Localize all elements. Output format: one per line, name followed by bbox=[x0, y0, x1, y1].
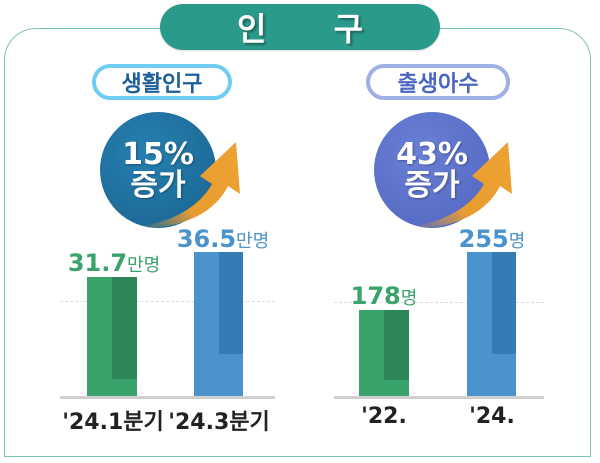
right-baseline bbox=[334, 396, 544, 399]
right-gridline bbox=[334, 302, 544, 303]
left-increase-pct: 15% bbox=[122, 136, 194, 172]
right-panel-label: 출생아수 bbox=[366, 64, 510, 100]
right-panel-label-text: 출생아수 bbox=[397, 72, 479, 97]
left-panel-label-text: 생활인구 bbox=[121, 72, 203, 97]
bar-right-2 bbox=[467, 252, 516, 397]
right-increase-pct: 43% bbox=[396, 136, 468, 172]
up-arrow-icon bbox=[414, 142, 512, 228]
section-title-text: 인 구 bbox=[236, 10, 392, 48]
bar-left-1 bbox=[87, 277, 137, 397]
bar-left-1-value: 31.7만명 bbox=[67, 249, 161, 277]
left-xlabel-2: '24.3분기 bbox=[168, 410, 270, 435]
left-gridline bbox=[60, 301, 275, 302]
right-xlabel-2: '24. bbox=[469, 404, 515, 429]
section-title: 인 구 bbox=[160, 4, 440, 50]
left-panel-label: 생활인구 bbox=[92, 64, 232, 100]
right-increase-word: 증가 bbox=[404, 168, 460, 203]
up-arrow-icon bbox=[142, 142, 240, 228]
bar-left-2 bbox=[194, 252, 243, 397]
bar-left-2-value: 36.5만명 bbox=[176, 225, 270, 253]
right-xlabel-1: '22. bbox=[361, 404, 407, 429]
left-xlabel-1: '24.1분기 bbox=[62, 410, 164, 435]
left-baseline bbox=[60, 396, 275, 399]
bar-right-2-value: 255명 bbox=[458, 225, 526, 253]
bar-right-1 bbox=[359, 310, 409, 397]
left-increase-word: 증가 bbox=[130, 168, 186, 203]
bar-right-1-value: 178명 bbox=[350, 282, 418, 310]
